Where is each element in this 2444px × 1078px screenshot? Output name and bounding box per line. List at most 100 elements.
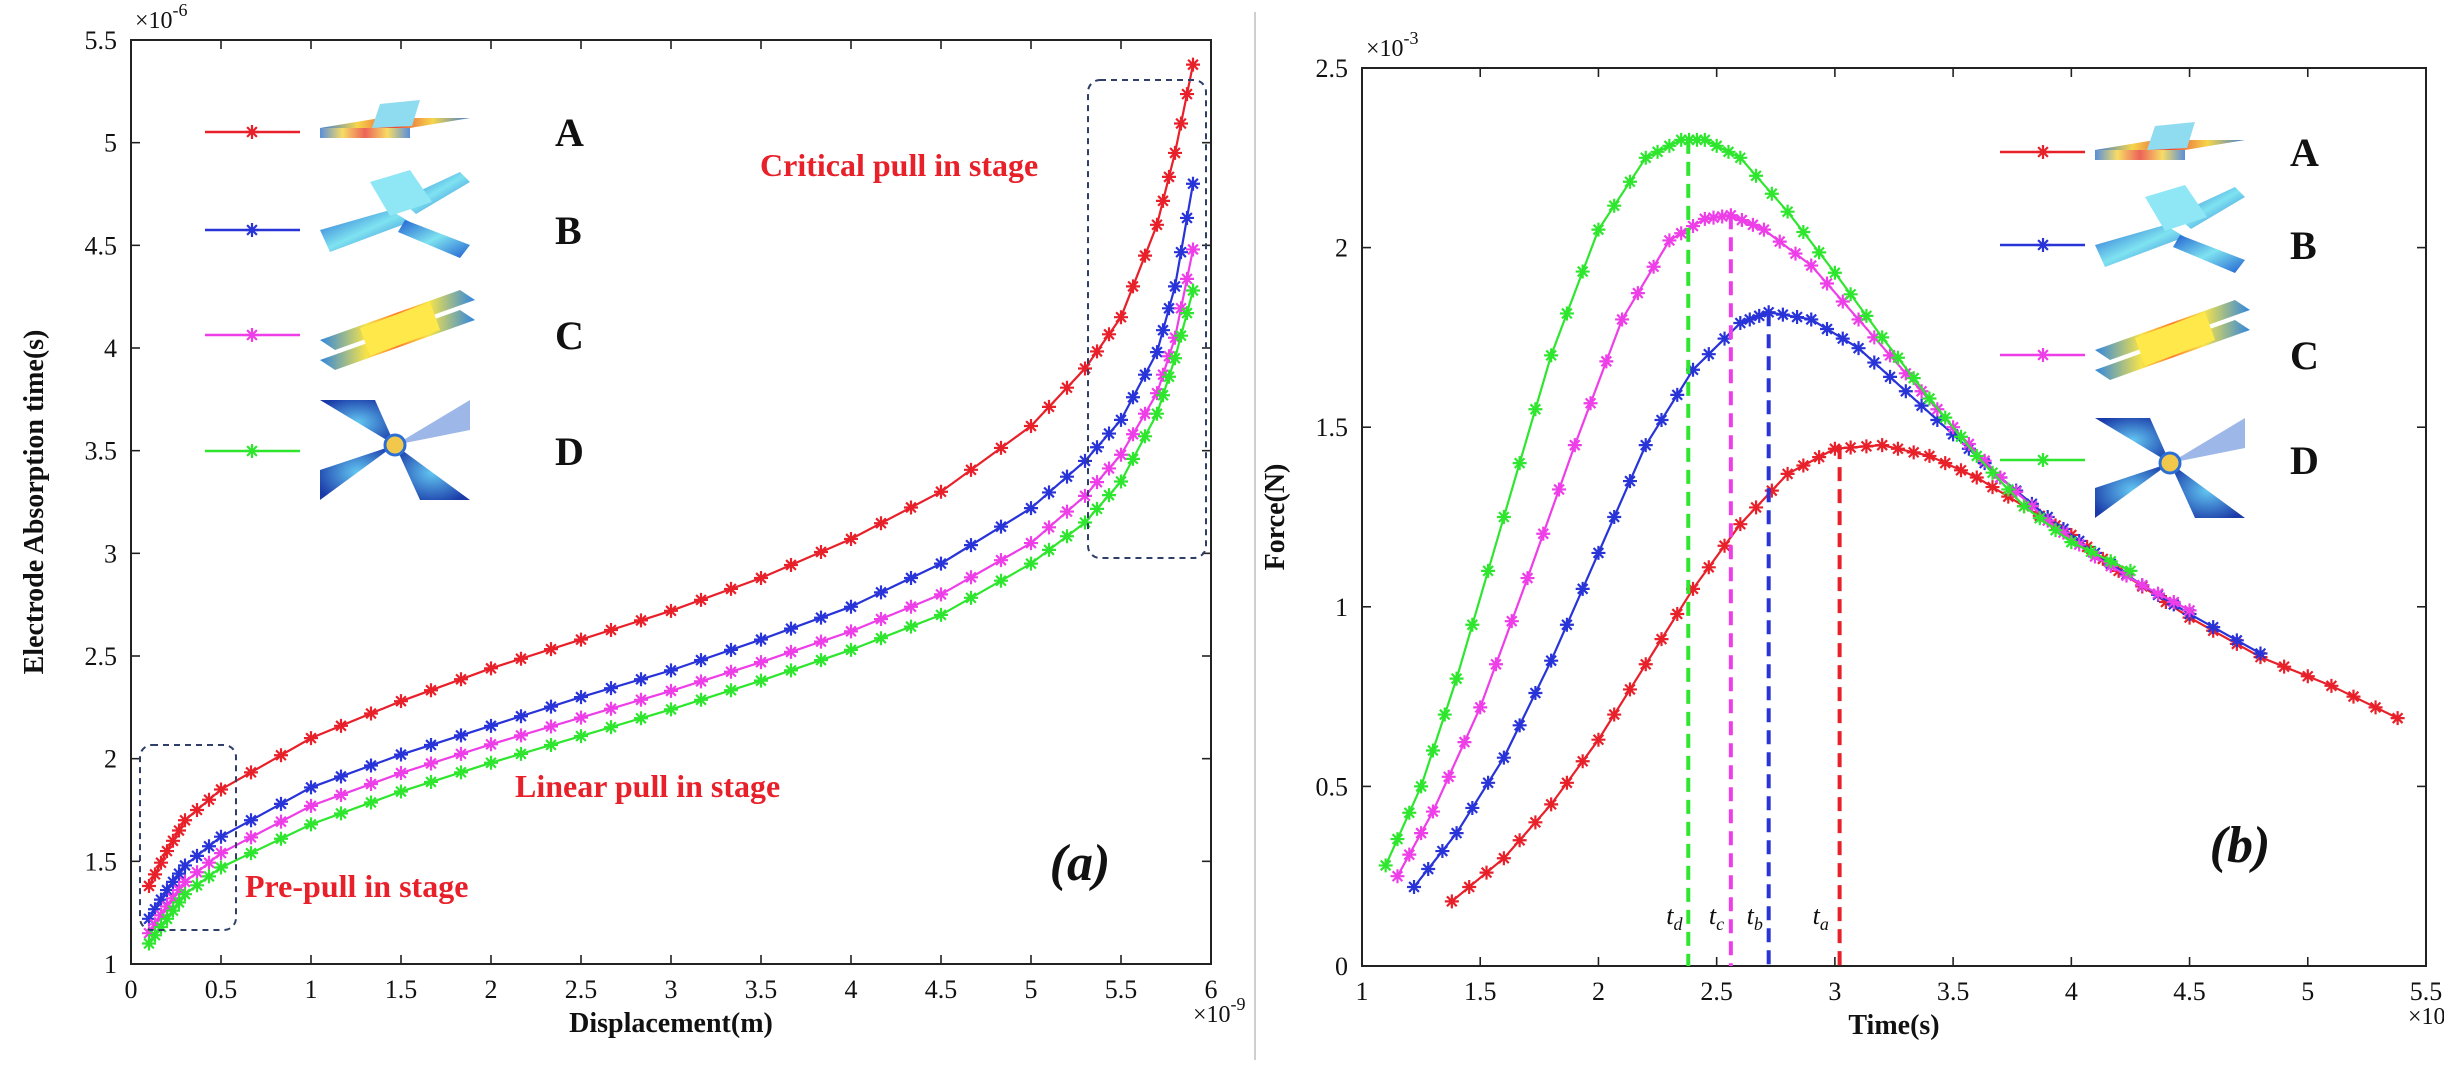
data-point-B (166, 874, 180, 889)
data-point-A (1090, 344, 1104, 359)
data-point-C (1583, 396, 1598, 411)
data-point-B (172, 866, 186, 881)
data-point-B (544, 699, 558, 714)
data-point-C (874, 612, 888, 627)
data-point-D (172, 895, 186, 910)
data-point-D (1465, 617, 1480, 632)
data-point-D (1378, 858, 1393, 873)
data-point-C (1168, 330, 1182, 345)
data-point-D (394, 784, 408, 799)
chart-b: 1 1.5 2 2.5 3 3.5 4 4.5 5 5.5 0 0.5 1 1.5 2 2.5 Time(s) F… (1260, 28, 2444, 1041)
x-tick-label: 5 (1025, 975, 1038, 1004)
data-point-D (202, 869, 216, 884)
data-point-B (1607, 510, 1622, 524)
data-point-B (784, 621, 798, 636)
data-point-B (1481, 775, 1496, 790)
data-point-D (1922, 391, 1937, 406)
data-point-D (484, 755, 498, 770)
data-point-D (154, 920, 168, 935)
data-point-A (934, 484, 948, 499)
data-point-A (244, 765, 258, 780)
legend-marker-A (245, 125, 259, 139)
data-point-C (1646, 259, 1661, 274)
data-point-C (1150, 386, 1164, 401)
data-point-B (1168, 279, 1182, 294)
data-point-C (694, 674, 708, 689)
data-point-D (1607, 198, 1622, 213)
data-point-B (1820, 322, 1835, 337)
data-point-A (1156, 193, 1170, 208)
data-point-B (1654, 413, 1669, 428)
data-point-D (724, 683, 738, 698)
data-point-A (1670, 606, 1685, 621)
data-point-D (634, 711, 648, 726)
data-point-B (484, 718, 498, 733)
y-tick-label: 4.5 (85, 231, 118, 260)
data-point-A (190, 803, 204, 817)
y-axis-label: Force(N) (1260, 464, 1291, 571)
data-point-C (1820, 276, 1835, 291)
data-point-D (148, 928, 162, 943)
data-point-C (142, 926, 156, 941)
data-point-C (334, 787, 348, 802)
y-tick-label: 4 (104, 334, 117, 363)
data-point-D (2017, 499, 2032, 514)
data-point-C (454, 746, 468, 761)
data-point-D (1390, 832, 1405, 847)
data-point-D (1859, 308, 1874, 323)
data-point-A (484, 661, 498, 676)
data-point-C (484, 737, 498, 752)
data-point-B (334, 769, 348, 784)
data-point-B (1790, 310, 1805, 325)
data-point-C (2182, 603, 2197, 618)
y-tick-label: 0.5 (1316, 772, 1349, 801)
data-point-B (754, 632, 768, 647)
data-point-D (874, 631, 888, 646)
data-point-A (1859, 439, 1874, 454)
data-point-D (1481, 563, 1496, 578)
x-axis-label: Time(s) (1848, 1010, 1939, 1041)
data-point-C (724, 664, 738, 679)
data-point-D (784, 663, 798, 678)
data-point-D (1591, 222, 1606, 237)
series-line-D (1384, 138, 2131, 866)
y-tick-label: 0 (1335, 952, 1348, 981)
data-point-C (784, 644, 798, 659)
data-point-B (1114, 412, 1128, 427)
data-point-C (1804, 258, 1819, 273)
data-point-A (664, 603, 678, 618)
data-point-D (142, 936, 156, 951)
data-point-D (1780, 204, 1795, 219)
data-point-B (1670, 387, 1685, 402)
data-point-A (964, 462, 978, 477)
data-point-A (1686, 581, 1701, 596)
data-point-D (1953, 429, 1968, 444)
data-point-A (1042, 399, 1056, 414)
data-point-A (214, 782, 228, 797)
data-point-D (1721, 144, 1736, 159)
data-point-C (1138, 406, 1152, 421)
data-point-A (274, 748, 288, 763)
data-point-C (1473, 700, 1488, 715)
panel-label-a: (a) (1050, 835, 1111, 892)
x-tick-label: 4.5 (2173, 977, 2206, 1006)
data-point-B (1867, 355, 1882, 370)
data-point-D (1812, 245, 1827, 260)
data-point-B (1126, 390, 1140, 405)
data-point-D (1180, 306, 1194, 321)
series-line-D (148, 290, 1195, 945)
x-tick-label: 6 (1205, 975, 1218, 1004)
data-point-B (1622, 474, 1637, 489)
data-point-C (1552, 482, 1567, 497)
data-point-B (424, 737, 438, 752)
data-point-B (874, 585, 888, 600)
data-point-B (934, 556, 948, 571)
data-point-D (160, 911, 174, 926)
data-point-D (574, 729, 588, 744)
data-point-A (1496, 851, 1511, 866)
data-point-B (1174, 245, 1188, 260)
y-tick-label: 2 (104, 745, 117, 774)
data-point-C (2040, 513, 2055, 528)
data-point-C (160, 899, 174, 914)
data-point-A (634, 613, 648, 628)
